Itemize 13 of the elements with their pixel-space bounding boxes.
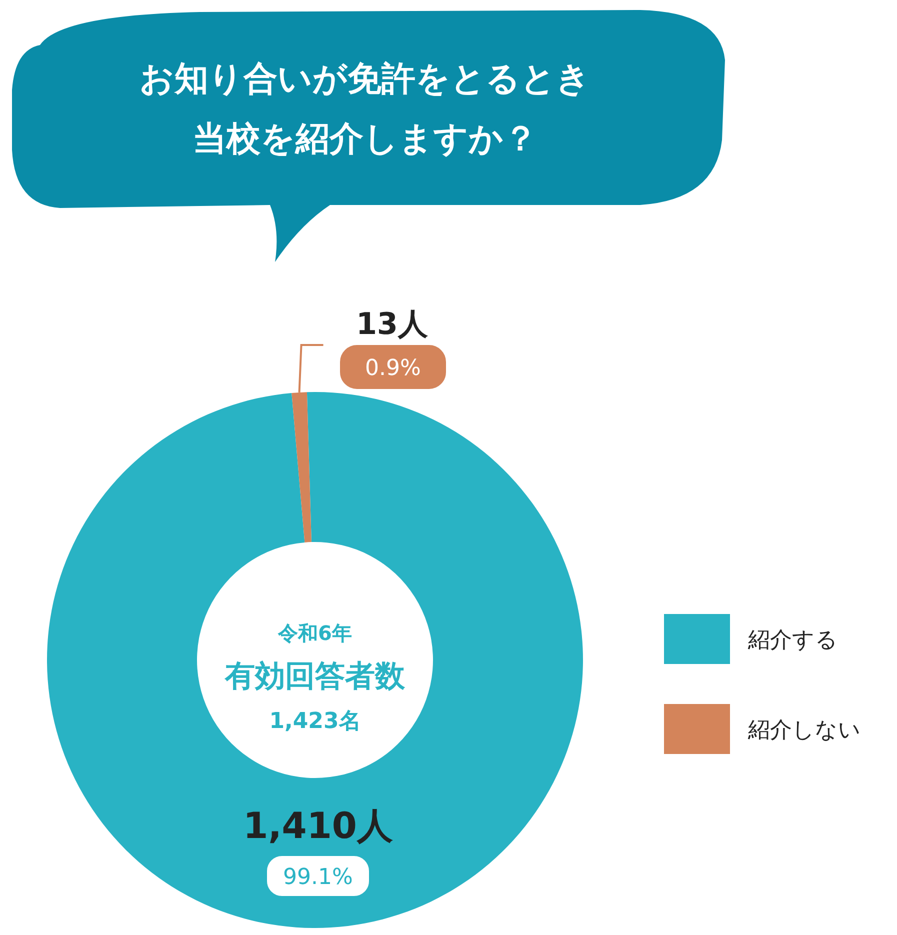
text: 99.1%	[283, 865, 353, 890]
legend-label: 紹介する	[747, 628, 838, 653]
text: 0.9%	[365, 356, 421, 381]
data-label: 1,410人	[243, 806, 393, 847]
text: 1,423名	[269, 709, 361, 734]
donut-slice	[292, 392, 312, 542]
data-label: 13人	[356, 307, 429, 342]
donut-slice	[47, 392, 583, 928]
chart-subtitle: 当校を紹介しますか？	[192, 119, 538, 159]
chart-title: お知り合いが免許をとるとき	[140, 59, 590, 99]
legend-label: 紹介しない	[747, 718, 861, 743]
text: 令和6年	[277, 621, 352, 645]
text: 有効回答者数	[224, 659, 406, 694]
